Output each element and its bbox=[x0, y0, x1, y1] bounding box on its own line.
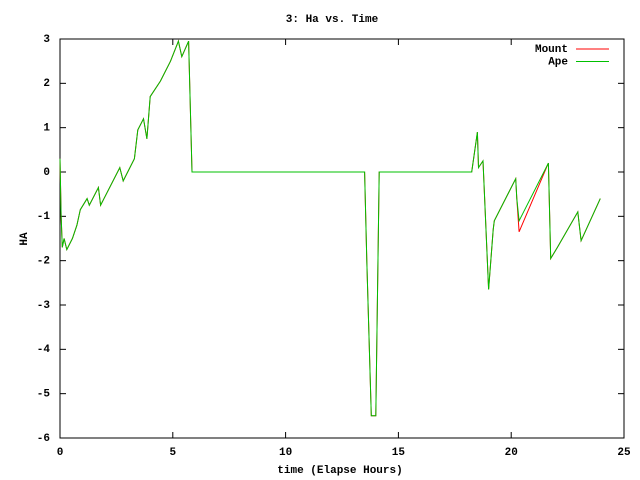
legend-label: Mount bbox=[535, 44, 568, 56]
x-tick-label: 20 bbox=[505, 447, 518, 459]
y-tick-label: 2 bbox=[43, 78, 50, 90]
y-tick-label: -6 bbox=[37, 433, 50, 445]
chart-title: 3: Ha vs. Time bbox=[286, 14, 379, 26]
x-tick-label: 15 bbox=[392, 447, 406, 459]
y-tick-label: 3 bbox=[43, 34, 50, 46]
y-tick-label: -5 bbox=[37, 389, 51, 401]
y-tick-label: -3 bbox=[37, 300, 51, 312]
legend-label: Ape bbox=[548, 56, 568, 68]
x-tick-label: 5 bbox=[169, 447, 176, 459]
y-axis-label: HA bbox=[19, 232, 31, 246]
x-axis-label: time (Elapse Hours) bbox=[277, 465, 402, 477]
y-tick-label: 1 bbox=[43, 123, 50, 135]
data-line bbox=[59, 39, 601, 417]
y-tick-label: 0 bbox=[43, 167, 50, 179]
y-tick-label: -4 bbox=[37, 344, 51, 356]
y-tick-label: -2 bbox=[37, 256, 50, 268]
plot-border bbox=[59, 38, 625, 439]
x-tick-label: 10 bbox=[279, 447, 292, 459]
x-tick-label: 25 bbox=[617, 447, 631, 459]
x-tick-label: 0 bbox=[57, 447, 64, 459]
y-tick-label: -1 bbox=[37, 211, 51, 223]
